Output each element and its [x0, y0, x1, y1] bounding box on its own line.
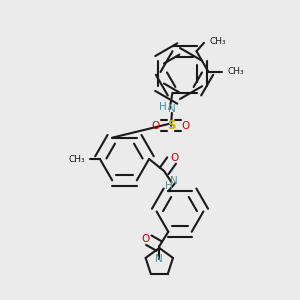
Text: CH₃: CH₃	[209, 37, 226, 46]
Text: H: H	[165, 181, 172, 191]
Text: H: H	[159, 102, 167, 112]
Text: N: N	[168, 104, 176, 114]
Text: N: N	[170, 176, 178, 187]
Text: CH₃: CH₃	[68, 154, 85, 164]
Text: CH₃: CH₃	[227, 68, 244, 76]
Text: O: O	[142, 234, 150, 244]
Text: O: O	[182, 121, 190, 131]
Text: O: O	[152, 121, 160, 131]
Text: O: O	[170, 153, 179, 163]
Text: S: S	[167, 119, 175, 132]
Text: N: N	[155, 254, 163, 264]
